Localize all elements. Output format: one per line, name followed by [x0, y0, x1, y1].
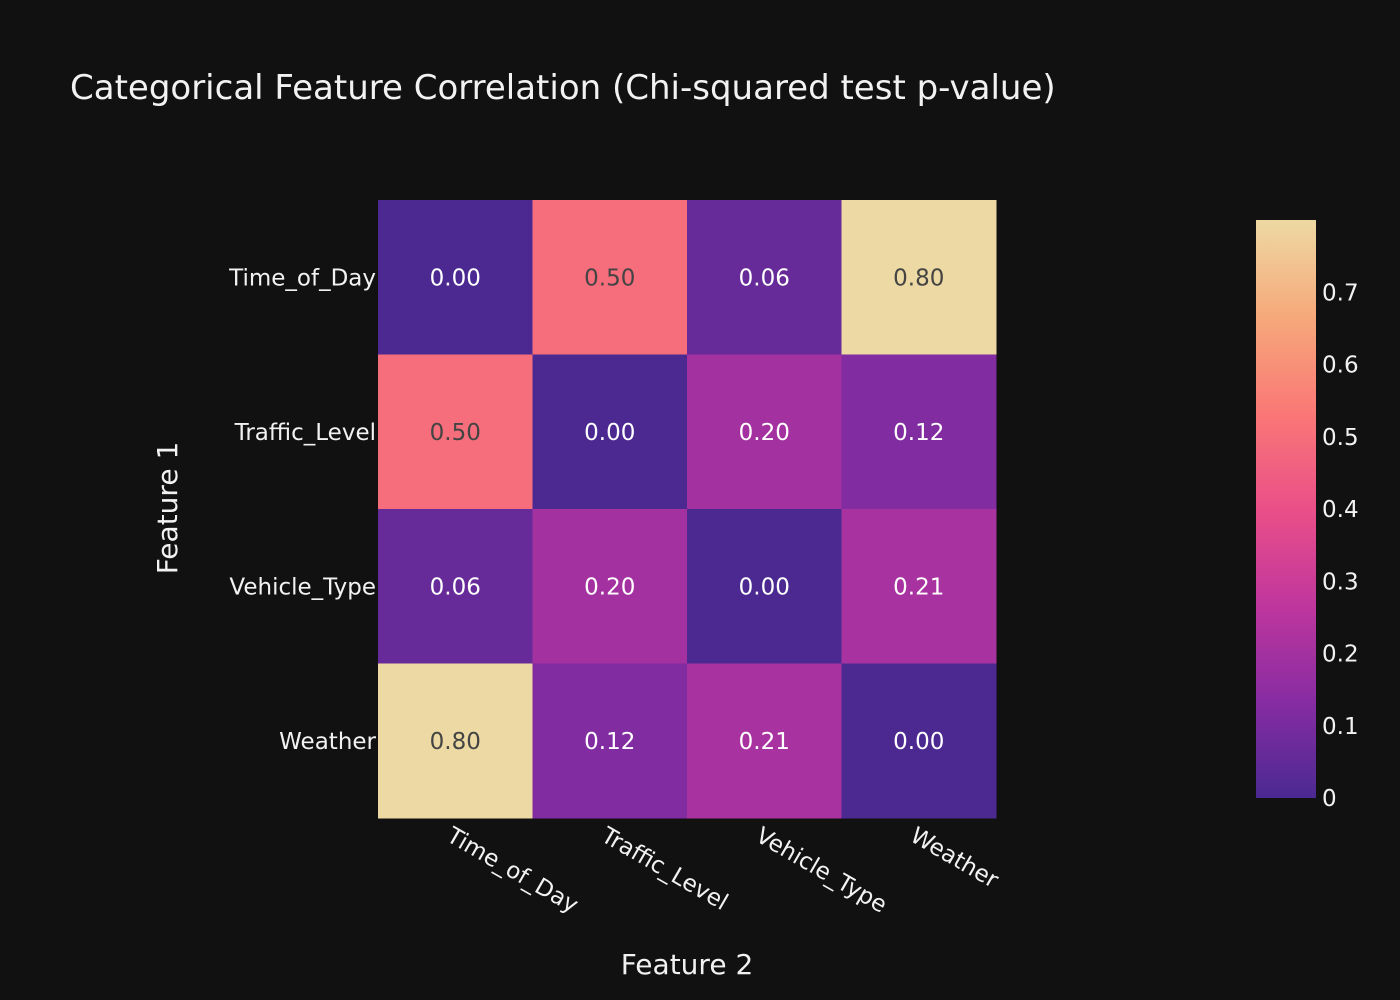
y-tick-label: Vehicle_Type [229, 574, 376, 600]
heatmap-cell [378, 200, 533, 355]
cell-value-label: 0.12 [584, 729, 635, 755]
y-axis-title: Feature 1 [151, 442, 184, 575]
cell-value-label: 0.00 [893, 729, 944, 755]
colorbar-tick-label: 0.4 [1322, 497, 1359, 523]
cell-value-label: 0.80 [430, 729, 481, 755]
heatmap-cell [841, 509, 997, 664]
x-axis-title: Feature 2 [621, 948, 754, 981]
colorbar-tick-label: 0 [1322, 786, 1337, 812]
chart-title: Categorical Feature Correlation (Chi-squ… [70, 68, 1056, 108]
cell-value-label: 0.50 [584, 265, 635, 291]
heatmap-cell [687, 509, 842, 664]
y-tick-label: Time_of_Day [228, 265, 376, 291]
x-tick-label: Traffic_Level [596, 822, 732, 916]
heatmap-cell [841, 663, 997, 819]
cell-value-label: 0.20 [739, 420, 790, 446]
colorbar-tick-label: 0.7 [1322, 280, 1359, 306]
heatmap-cell [687, 200, 842, 355]
heatmap-cell [532, 354, 688, 510]
x-tick-label: Weather [906, 823, 1003, 894]
colorbar-tick-label: 0.5 [1322, 425, 1359, 451]
colorbar: 0 0.1 0.2 0.3 0.4 0.5 0.6 0.7 [1256, 220, 1359, 812]
x-tick-label: Time_of_Day [441, 822, 582, 918]
x-tick-label: Vehicle_Type [751, 823, 891, 919]
y-tick-label: Weather [279, 729, 376, 755]
cell-value-label: 0.00 [430, 265, 481, 291]
heatmap-cell [841, 200, 997, 355]
heatmap-cell [687, 354, 842, 510]
heatmap-cell [378, 354, 533, 510]
y-tick-label: Traffic_Level [234, 420, 376, 446]
colorbar-gradient [1256, 220, 1316, 798]
cell-value-label: 0.06 [739, 265, 790, 291]
colorbar-tick-label: 0.3 [1322, 569, 1359, 595]
heatmap-cell [378, 663, 533, 819]
heatmap-cell [532, 509, 688, 664]
heatmap-cell [532, 663, 688, 819]
colorbar-tick-label: 0.1 [1322, 714, 1359, 740]
cell-value-label: 0.20 [584, 574, 635, 600]
cell-value-label: 0.21 [739, 729, 790, 755]
heatmap-cells: 0.00 0.50 0.06 0.80 0.50 0.00 0.20 0.12 0.06 0.20… [378, 200, 997, 819]
cell-value-label: 0.06 [430, 574, 481, 600]
cell-value-label: 0.80 [893, 265, 944, 291]
heatmap-cell [841, 354, 997, 510]
y-tick-labels: Time_of_Day Traffic_Level Vehicle_Type Weat… [228, 265, 376, 755]
cell-value-label: 0.50 [430, 420, 481, 446]
x-tick-labels: Time_of_Day Traffic_Level Vehicle_Type Weat… [441, 822, 1003, 918]
heatmap-cell [687, 663, 842, 819]
heatmap-cell [532, 200, 688, 355]
colorbar-ticks: 0 0.1 0.2 0.3 0.4 0.5 0.6 0.7 [1322, 280, 1359, 812]
colorbar-tick-label: 0.6 [1322, 353, 1359, 379]
heatmap-cell [378, 509, 533, 664]
cell-value-label: 0.00 [739, 574, 790, 600]
cell-value-label: 0.00 [584, 420, 635, 446]
cell-value-label: 0.21 [893, 574, 944, 600]
colorbar-tick-label: 0.2 [1322, 642, 1359, 668]
cell-value-label: 0.12 [893, 420, 944, 446]
